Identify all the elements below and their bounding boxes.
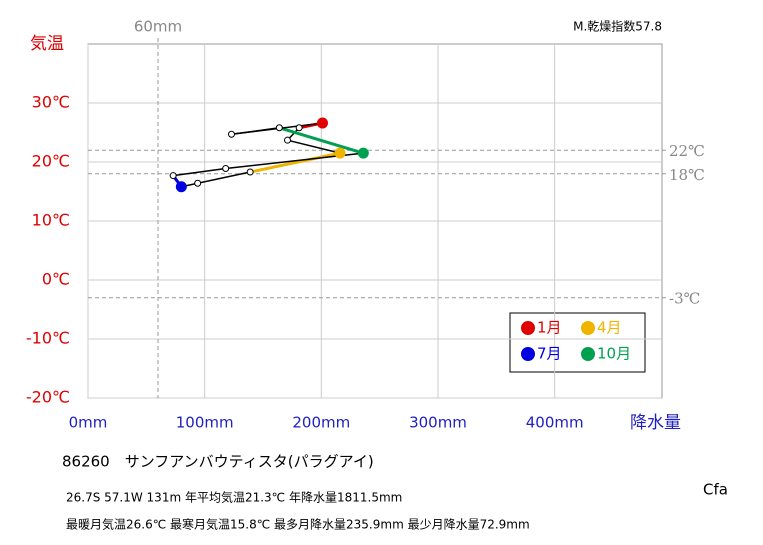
y-tick-label: 20℃ [32, 152, 70, 171]
month-point [334, 147, 346, 159]
station: 86260 サンフアンバウティスタ(パラグアイ) [62, 453, 374, 471]
month-point [295, 124, 303, 132]
climate-segment [249, 151, 341, 174]
climate-class: Cfa [703, 481, 728, 499]
reference-label: 22℃ [669, 142, 705, 160]
x-tick-label: 0mm [69, 414, 108, 432]
x-tick-label: 400mm [526, 414, 584, 432]
legend-label: 10月 [597, 345, 631, 363]
info-line: 26.7S 57.1W 131m 年平均気温21.3℃ 年降水量1811.5mm [66, 490, 402, 505]
climate-segment [197, 171, 251, 184]
month-point [222, 164, 230, 172]
month-point [317, 117, 328, 129]
legend-label: 7月 [537, 345, 562, 363]
dryness-index: M.乾燥指数57.8 [573, 19, 662, 34]
reference-label: 60mm [134, 18, 182, 36]
x-tick-label: 200mm [292, 414, 350, 432]
x-tick-label: 300mm [409, 414, 467, 432]
month-point [194, 179, 202, 187]
month-point [246, 168, 254, 176]
y-tick-label: 10℃ [32, 211, 70, 230]
legend-marker [521, 347, 535, 361]
climate-segment [278, 126, 364, 155]
month-point [169, 172, 177, 180]
month-point [228, 130, 235, 138]
reference-label: 18℃ [669, 166, 705, 184]
month-point [284, 136, 291, 144]
legend-label: 4月 [597, 319, 622, 337]
y-tick-label: -10℃ [26, 329, 70, 348]
legend-marker [581, 321, 595, 335]
climate-segment [173, 167, 226, 177]
month-point [275, 124, 283, 132]
y-tick-label: -20℃ [26, 388, 70, 407]
reference-label: -3℃ [669, 290, 700, 308]
y-tick-label: 30℃ [32, 93, 70, 112]
info-line: 最暖月気温26.6℃ 最寒月気温15.8℃ 最多月降水量235.9mm 最少月降… [66, 517, 530, 532]
y-axis-label: 気温 [30, 34, 64, 54]
month-point [175, 181, 187, 193]
climate-segment [287, 139, 341, 154]
legend-marker [581, 347, 595, 361]
legend-label: 1月 [537, 319, 562, 337]
y-tick-label: 0℃ [42, 270, 70, 289]
x-axis-label: 降水量 [630, 413, 681, 433]
month-point [357, 147, 369, 159]
legend-marker [521, 321, 535, 335]
x-tick-label: 100mm [176, 414, 234, 432]
